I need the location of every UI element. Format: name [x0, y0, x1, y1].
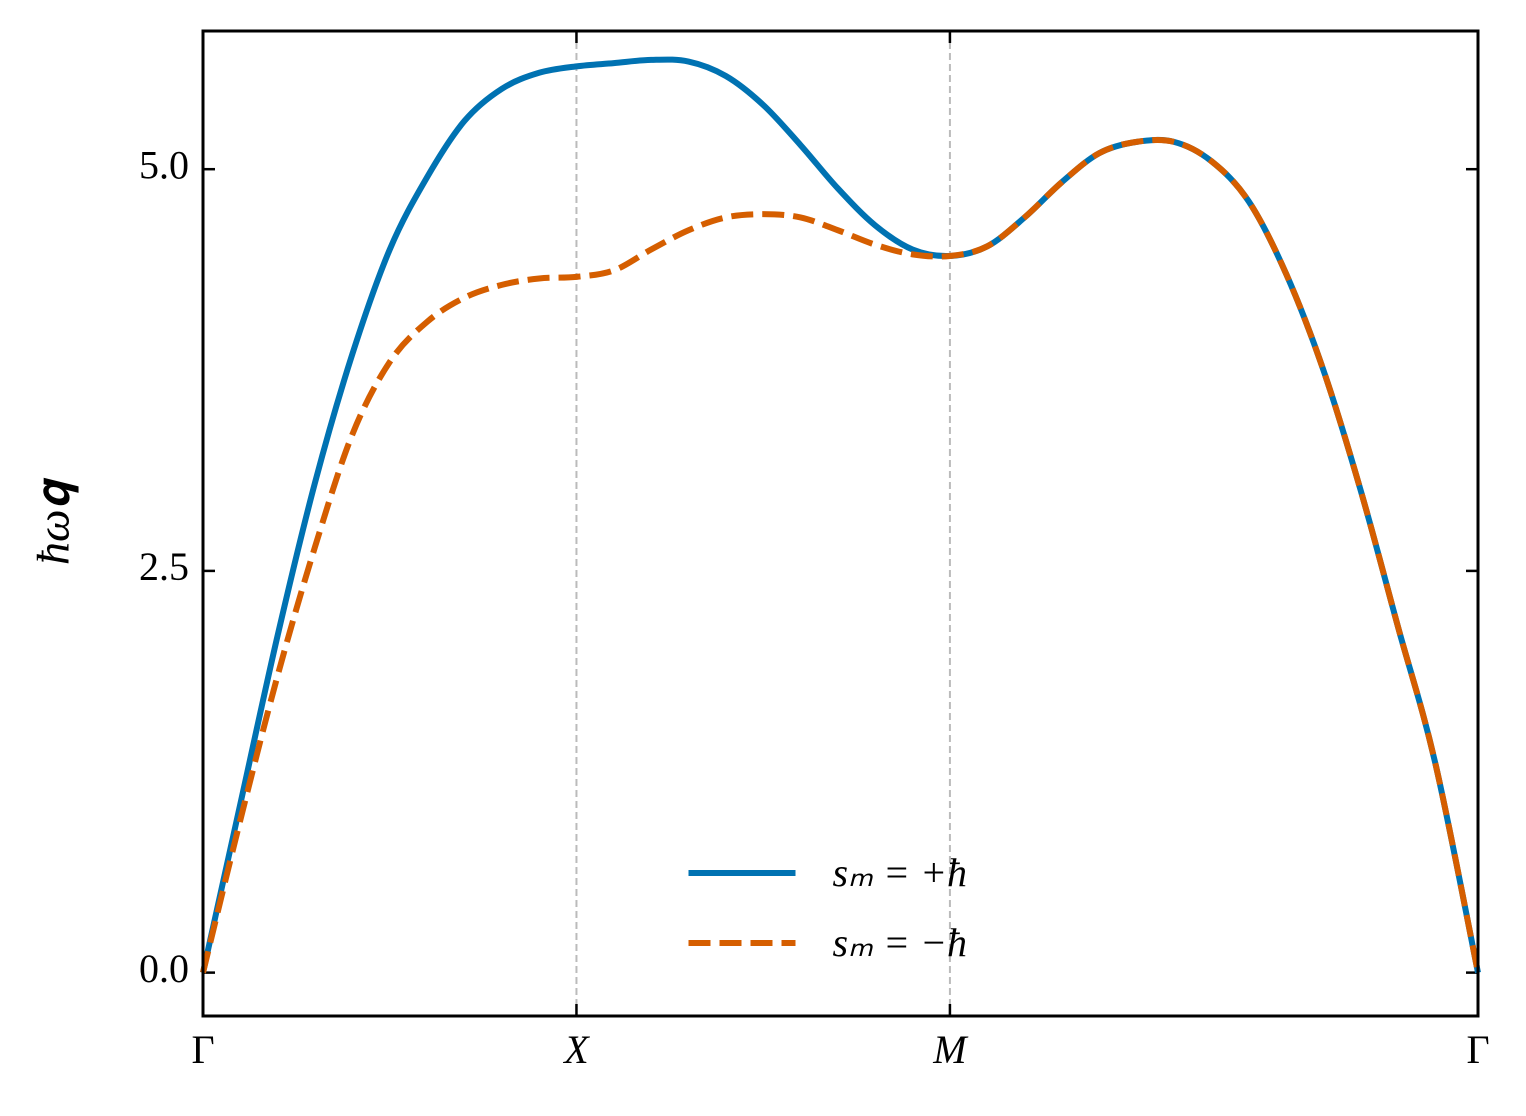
legend-label: sₘ = −ħ: [833, 920, 967, 965]
series-line: [200, 136, 1481, 974]
y-tick-label: 5.0: [139, 142, 189, 187]
y-tick-label: 0.0: [139, 946, 189, 991]
x-tick-label: X: [562, 1027, 590, 1072]
legend-label: sₘ = +ħ: [833, 850, 967, 895]
series-line: [200, 56, 1481, 974]
x-tick-label: Γ: [191, 1027, 214, 1072]
x-tick-label: M: [932, 1027, 969, 1072]
y-axis-label: ħω𝐪: [28, 478, 80, 565]
y-tick-label: 2.5: [139, 544, 189, 589]
plot-frame: [201, 29, 1480, 1018]
x-tick-label: Γ: [1466, 1027, 1489, 1072]
